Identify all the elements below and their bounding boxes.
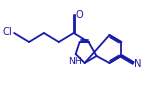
Text: NH: NH bbox=[68, 56, 81, 65]
Text: Cl: Cl bbox=[2, 27, 12, 37]
Text: N: N bbox=[134, 59, 142, 69]
Text: O: O bbox=[76, 10, 84, 20]
